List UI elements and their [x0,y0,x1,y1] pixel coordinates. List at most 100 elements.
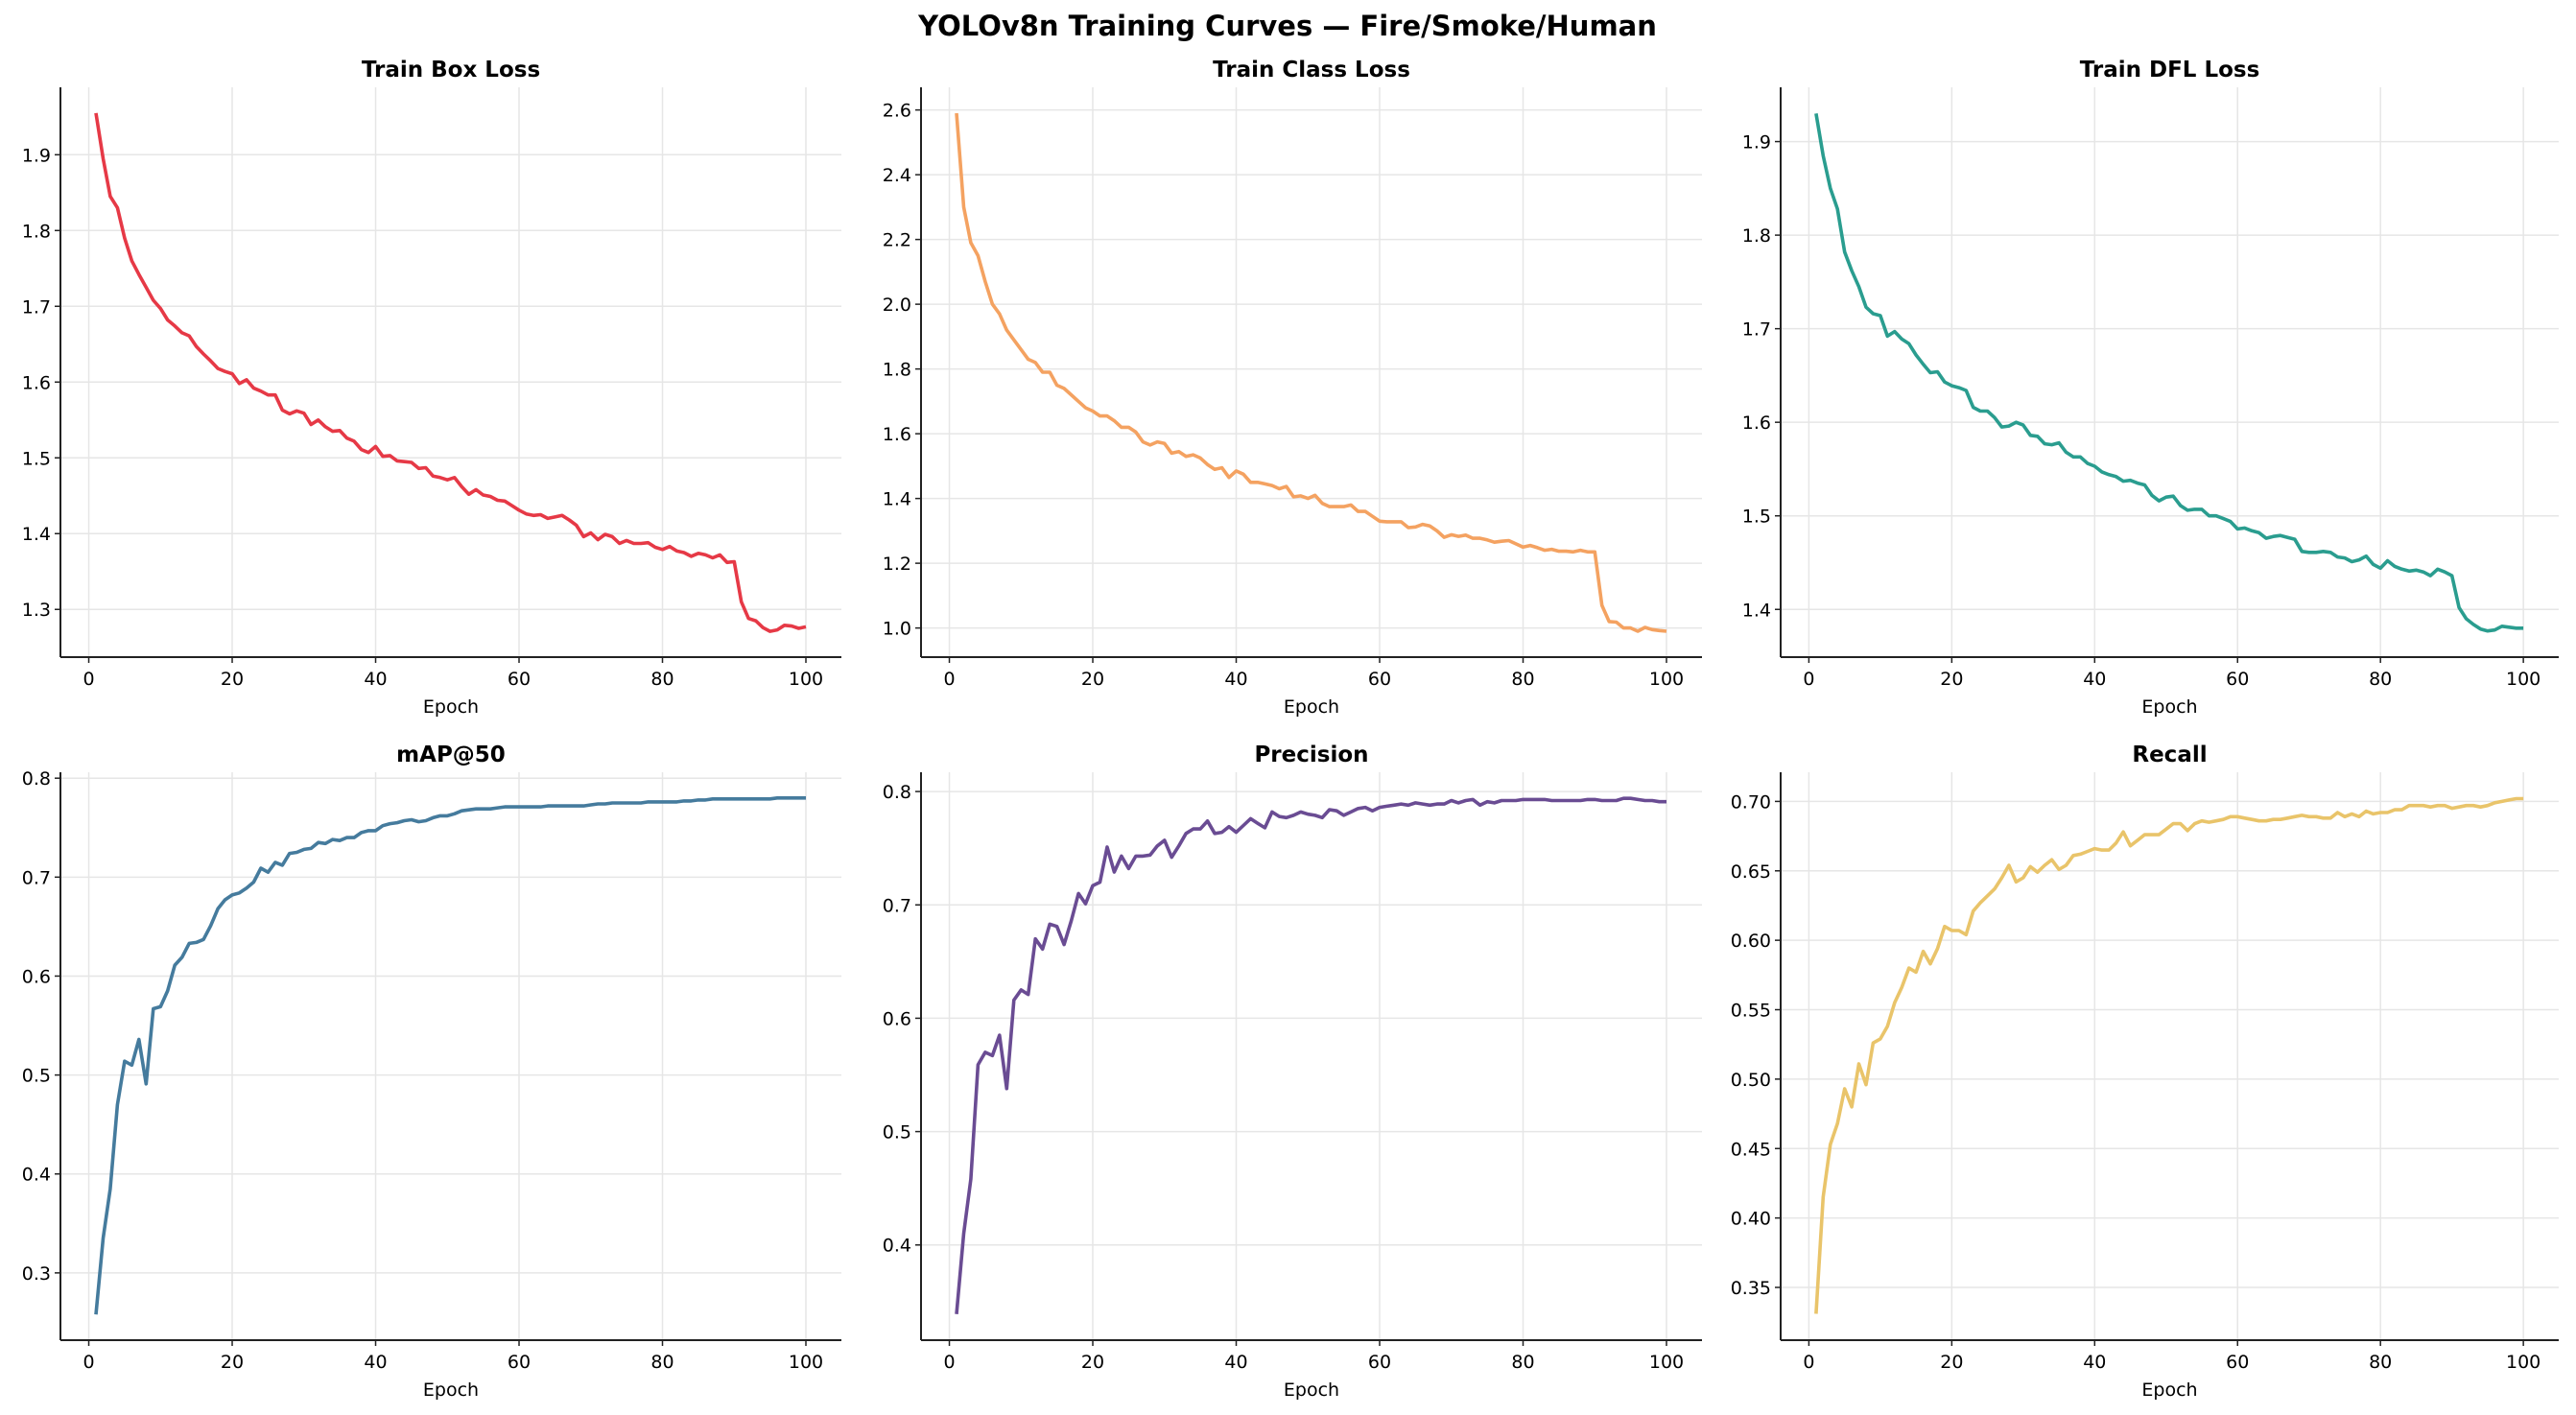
x-axis-label: Epoch [2141,696,2197,718]
series-line [955,796,1666,1314]
y-tick-label: 1.4 [22,524,51,545]
x-tick-label: 40 [364,669,387,690]
x-tick-label: 100 [1649,669,1684,690]
x-tick-label: 0 [943,669,955,690]
y-tick-label: 0.5 [22,1066,51,1087]
y-tick-label: 0.8 [883,782,911,803]
y-tick-label: 1.9 [1742,132,1771,153]
y-tick-label: 1.5 [1742,507,1771,528]
y-tick-label: 0.50 [1731,1070,1771,1091]
x-tick-label: 100 [789,669,823,690]
x-tick-label: 80 [650,1352,674,1373]
subplot-6: 0 20 40 60 80 100 0.35 0.40 0.45 0.50 0.55 0.60 0.65… [1731,743,2559,1401]
y-tick-label: 0.7 [883,895,911,916]
y-tick-label: 0.5 [883,1122,911,1144]
y-tick-label: 0.6 [883,1008,911,1029]
series-line [1814,113,2524,633]
subplot-title: mAP@50 [396,743,506,767]
subplot-title: Recall [2132,743,2207,767]
y-tick-label: 0.35 [1731,1278,1771,1299]
x-axis-label: Epoch [1284,696,1339,718]
x-tick-label: 20 [1940,1352,1963,1373]
series-line [955,112,1667,633]
x-tick-label: 60 [508,669,531,690]
y-tick-label: 0.55 [1731,1001,1771,1022]
series-line [94,795,806,1315]
x-tick-label: 40 [2083,669,2106,690]
y-tick-label: 0.3 [22,1263,51,1285]
x-axis-label: Epoch [2141,1380,2197,1401]
x-tick-label: 20 [1940,669,1963,690]
x-tick-label: 80 [1511,669,1534,690]
x-tick-label: 0 [83,669,94,690]
x-tick-label: 60 [1368,669,1391,690]
x-tick-label: 40 [364,1352,387,1373]
subplot-4: 0 20 40 60 80 100 0.3 0.4 0.5 0.6 0.7 0.8 mAP@50 Epoc… [22,743,841,1401]
subplot-title: Train Box Loss [362,58,540,83]
series-line [94,112,807,633]
y-tick-label: 1.6 [883,424,911,445]
x-tick-label: 80 [650,669,674,690]
y-tick-label: 0.45 [1731,1139,1771,1160]
x-tick-label: 0 [943,1352,955,1373]
y-tick-label: 1.6 [1742,413,1771,434]
y-tick-label: 0.70 [1731,791,1771,813]
y-tick-label: 1.4 [883,489,911,510]
y-tick-label: 2.0 [883,295,911,316]
subplot-1: 0 20 40 60 80 100 1.3 1.4 1.5 1.6 1.7 1.8 1.9 Train B… [22,58,841,718]
x-tick-label: 20 [1081,669,1104,690]
x-tick-label: 60 [2226,1352,2249,1373]
y-tick-label: 1.2 [883,554,911,575]
y-tick-label: 1.7 [22,296,51,318]
y-tick-label: 1.8 [883,360,911,381]
x-tick-label: 40 [1224,669,1247,690]
y-tick-label: 2.4 [883,165,911,186]
x-tick-label: 80 [2369,669,2392,690]
x-tick-label: 0 [83,1352,94,1373]
subplot-3: 0 20 40 60 80 100 1.4 1.5 1.6 1.7 1.8 1.9 Train DFL … [1742,58,2559,718]
x-axis-label: Epoch [423,1380,479,1401]
x-tick-label: 100 [1649,1352,1684,1373]
y-tick-label: 0.4 [22,1165,51,1186]
y-tick-label: 1.3 [22,600,51,621]
x-axis-label: Epoch [423,696,479,718]
y-tick-label: 1.0 [883,619,911,640]
x-tick-label: 60 [508,1352,531,1373]
y-tick-label: 0.7 [22,867,51,888]
figure-title: YOLOv8n Training Curves — Fire/Smoke/Hum… [917,10,1657,42]
x-tick-label: 40 [1224,1352,1247,1373]
x-tick-label: 80 [2369,1352,2392,1373]
x-tick-label: 20 [221,669,244,690]
y-tick-label: 0.60 [1731,931,1771,952]
y-tick-label: 1.4 [1742,600,1771,621]
x-tick-label: 40 [2083,1352,2106,1373]
x-tick-label: 100 [2506,1352,2541,1373]
x-tick-label: 100 [789,1352,823,1373]
subplot-title: Train Class Loss [1213,58,1410,83]
subplot-5: 0 20 40 60 80 100 0.4 0.5 0.6 0.7 0.8 Precision Epoc… [883,743,1702,1401]
x-tick-label: 0 [1803,669,1814,690]
subplot-title: Precision [1254,743,1368,767]
y-tick-label: 0.6 [22,966,51,987]
subplot-2: 0 20 40 60 80 100 1.0 1.2 1.4 1.6 1.8 2.0 2.2 2.4 2.6 T… [883,58,1702,718]
y-tick-label: 2.6 [883,101,911,122]
y-tick-label: 1.6 [22,372,51,393]
y-tick-label: 1.7 [1742,319,1771,341]
x-axis-label: Epoch [1284,1380,1339,1401]
y-tick-label: 0.4 [883,1236,911,1257]
subplot-title: Train DFL Loss [2080,58,2260,83]
x-tick-label: 80 [1511,1352,1534,1373]
y-tick-label: 1.5 [22,448,51,469]
x-tick-label: 60 [1368,1352,1391,1373]
y-tick-label: 2.2 [883,230,911,251]
series-line [1814,796,2524,1314]
x-tick-label: 100 [2506,669,2541,690]
y-tick-label: 0.40 [1731,1209,1771,1230]
y-tick-label: 1.8 [22,221,51,242]
x-tick-label: 0 [1803,1352,1814,1373]
x-tick-label: 20 [1081,1352,1104,1373]
y-tick-label: 1.9 [22,145,51,166]
x-tick-label: 20 [221,1352,244,1373]
y-tick-label: 0.8 [22,768,51,790]
